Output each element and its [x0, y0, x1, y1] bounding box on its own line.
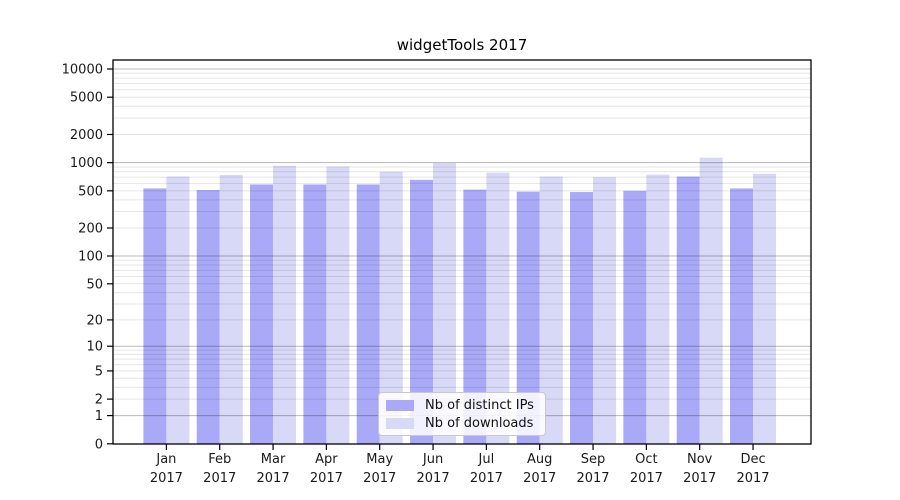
- x-tick-label: Jan 2017: [150, 452, 183, 486]
- bar-oct-distinct-ips: [623, 190, 647, 444]
- y-tick-label: 0: [95, 437, 103, 452]
- x-tick-label: Aug 2017: [523, 452, 556, 486]
- bar-apr-downloads: [326, 166, 350, 444]
- x-tick-label: Sep 2017: [576, 452, 609, 486]
- bar-jul-downloads: [486, 172, 510, 444]
- y-tick-label: 10000: [62, 62, 103, 77]
- bar-feb-distinct-ips: [196, 190, 220, 444]
- x-tick-label: Jun 2017: [417, 452, 450, 486]
- y-tick-label: 1000: [70, 156, 103, 171]
- bar-nov-distinct-ips: [676, 176, 700, 444]
- legend-label-downloads: Nb of downloads: [425, 415, 534, 431]
- y-tick-label: 2: [95, 393, 103, 408]
- bar-dec-distinct-ips: [730, 188, 754, 444]
- bar-sep-distinct-ips: [570, 192, 594, 444]
- x-tick-label: Oct 2017: [630, 452, 663, 486]
- y-tick-label: 10: [86, 340, 103, 355]
- bar-mar-downloads: [273, 165, 297, 444]
- bar-apr-distinct-ips: [303, 184, 327, 444]
- legend-swatch-downloads-icon: [386, 417, 414, 429]
- legend-row-downloads: Nb of downloads: [386, 416, 537, 431]
- x-tick-label: Mar 2017: [257, 452, 290, 486]
- x-tick-label: Dec 2017: [736, 452, 769, 486]
- y-tick-label: 5: [95, 364, 103, 379]
- bar-jul-distinct-ips: [463, 189, 487, 444]
- y-tick-label: 200: [78, 221, 103, 236]
- bar-sep-downloads: [593, 177, 617, 444]
- bar-may-downloads: [379, 171, 403, 445]
- bar-jun-downloads: [433, 163, 457, 444]
- bar-mar-distinct-ips: [250, 184, 274, 444]
- legend-label-distinct-ips: Nb of distinct IPs: [425, 397, 534, 413]
- y-tick-label: 100: [78, 249, 103, 264]
- chart-title: widgetTools 2017: [396, 36, 528, 54]
- y-tick-label: 20: [86, 313, 103, 328]
- legend-swatch-distinct-ips-icon: [386, 399, 414, 411]
- bar-jan-distinct-ips: [143, 188, 167, 444]
- plot-border: [112, 59, 812, 445]
- x-tick-label: Apr 2017: [310, 452, 343, 486]
- chart-legend: Nb of distinct IPs Nb of downloads: [378, 392, 546, 436]
- bar-may-distinct-ips: [356, 184, 380, 444]
- y-tick-label: 1: [95, 409, 103, 424]
- bar-aug-distinct-ips: [516, 191, 540, 444]
- x-tick-label: May 2017: [363, 452, 396, 486]
- y-tick-label: 50: [86, 277, 103, 292]
- y-tick-label: 500: [78, 184, 103, 199]
- bar-jan-downloads: [166, 176, 190, 444]
- bar-aug-downloads: [539, 176, 563, 444]
- bar-feb-downloads: [219, 174, 243, 444]
- y-tick-label: 5000: [70, 91, 103, 106]
- bar-jun-distinct-ips: [410, 179, 434, 444]
- bar-nov-downloads: [699, 157, 723, 444]
- bar-dec-downloads: [753, 173, 777, 444]
- x-tick-label: Feb 2017: [203, 452, 236, 486]
- x-tick-label: Jul 2017: [470, 452, 503, 486]
- x-tick-label: Nov 2017: [683, 452, 716, 486]
- legend-row-distinct-ips: Nb of distinct IPs: [386, 398, 537, 413]
- y-tick-label: 2000: [70, 128, 103, 143]
- bar-oct-downloads: [646, 174, 670, 444]
